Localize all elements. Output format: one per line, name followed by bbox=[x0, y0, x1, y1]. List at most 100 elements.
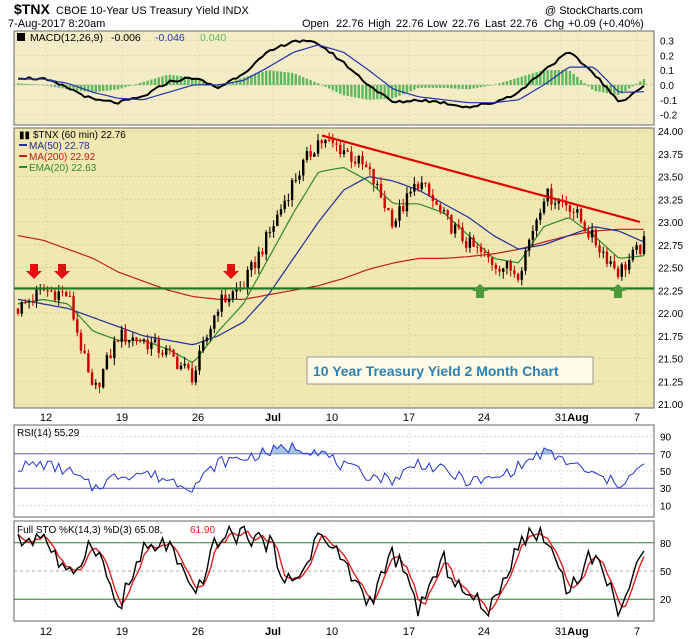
low-label: Low bbox=[427, 18, 447, 30]
candle-body bbox=[220, 294, 223, 312]
macd-hist-bar bbox=[561, 70, 564, 85]
x-tick-label-bottom: 24 bbox=[478, 626, 490, 638]
macd-hist-bar bbox=[494, 84, 498, 85]
macd-hist-bar bbox=[527, 74, 531, 85]
macd-hist-bar bbox=[176, 75, 179, 85]
macd-hist-bar bbox=[461, 84, 464, 89]
macd-hist-bar bbox=[627, 84, 631, 89]
macd-hist-bar bbox=[613, 84, 616, 95]
candle-body bbox=[113, 340, 116, 359]
x-tick-label: 24 bbox=[478, 412, 490, 424]
macd-hist-bar bbox=[76, 84, 79, 91]
candle-body bbox=[576, 209, 579, 213]
macd-hist-bar bbox=[290, 72, 294, 85]
candle-body bbox=[557, 199, 561, 204]
candle-body bbox=[498, 268, 501, 272]
candle-body bbox=[439, 204, 442, 211]
macd-hist-bar bbox=[402, 84, 405, 95]
price-tick-label: 22.50 bbox=[658, 264, 683, 275]
candle-body bbox=[227, 298, 231, 303]
candle-body bbox=[124, 329, 127, 343]
candle-body bbox=[50, 290, 53, 292]
candle-body bbox=[35, 289, 38, 302]
x-tick-label-bottom: 26 bbox=[192, 626, 204, 638]
macd-hist-bar bbox=[253, 74, 257, 85]
candle-body bbox=[246, 269, 249, 289]
candle-body bbox=[583, 222, 586, 232]
candle-body bbox=[198, 350, 201, 371]
macd-hist-bar bbox=[572, 74, 575, 85]
macd-hist-bar bbox=[524, 75, 527, 85]
macd-hist-bar bbox=[309, 80, 312, 85]
candle-body bbox=[416, 183, 420, 190]
macd-hist-bar bbox=[202, 81, 205, 85]
candle-body bbox=[279, 209, 283, 215]
macd-panel: 0.3 0.2 0.1 0.0 -0.1 -0.2 MACD(12,26,9) -0.00… bbox=[13, 30, 678, 126]
x-tick-label-bottom: 10 bbox=[326, 626, 338, 638]
macd-hist-bar bbox=[579, 80, 583, 85]
low-value: 22.76 bbox=[452, 18, 480, 30]
candle-body bbox=[342, 150, 346, 155]
candle-body bbox=[431, 195, 435, 202]
candle-body bbox=[483, 251, 486, 253]
candle-body bbox=[94, 382, 97, 385]
candle-body bbox=[461, 227, 464, 241]
macd-hist-bar bbox=[16, 83, 20, 85]
macd-hist-bar bbox=[609, 84, 612, 94]
candle-body bbox=[587, 231, 590, 238]
macd-hist-bar bbox=[368, 84, 372, 100]
macd-hist-bar bbox=[435, 84, 438, 88]
rsi-tick-label: 50 bbox=[660, 467, 672, 478]
macd-hist-bar bbox=[557, 70, 561, 85]
macd-hist-bar bbox=[327, 84, 331, 89]
candle-body bbox=[57, 291, 60, 301]
macd-hist-bar bbox=[268, 70, 272, 85]
candle-body bbox=[120, 329, 123, 342]
macd-hist-bar bbox=[624, 84, 627, 92]
macd-hist-bar bbox=[631, 84, 635, 87]
x-tick-label: Aug bbox=[567, 412, 588, 424]
candle-body bbox=[527, 239, 531, 251]
macd-hist-bar bbox=[335, 84, 338, 92]
macd-hist-bar bbox=[113, 84, 116, 90]
macd-hist-bar bbox=[361, 84, 364, 99]
candle-body bbox=[31, 301, 35, 303]
macd-hist-bar bbox=[446, 84, 449, 89]
rsi-panel: 90 70 50 30 10 RSI(14) 55.29 bbox=[13, 424, 672, 518]
sto-tick-label: 20 bbox=[660, 595, 672, 606]
open-label: Open bbox=[302, 18, 329, 30]
macd-hist-bar bbox=[287, 72, 290, 85]
candle-body bbox=[257, 251, 260, 269]
macd-hist-bar bbox=[576, 77, 579, 85]
macd-hist-bar bbox=[227, 83, 231, 85]
macd-hist-bar bbox=[261, 71, 264, 85]
x-tick-label: 10 bbox=[326, 412, 338, 424]
candle-body bbox=[346, 150, 349, 152]
macd-hist-bar bbox=[83, 84, 86, 92]
price-tick-label: 21.75 bbox=[658, 332, 683, 343]
candle-body bbox=[313, 153, 316, 157]
candle-body bbox=[357, 155, 360, 164]
candle-body bbox=[76, 319, 79, 333]
macd-hist-bar bbox=[465, 84, 468, 90]
macd-hist-bar bbox=[316, 83, 320, 85]
ma200-line bbox=[17, 228, 644, 300]
candle-body bbox=[550, 188, 553, 205]
macd-hist-bar bbox=[498, 83, 501, 85]
resistance-trendline bbox=[321, 134, 641, 224]
sto-label: Full STO %K(14,3) %D(3) 65.08, bbox=[17, 525, 162, 536]
candle-body bbox=[413, 183, 416, 192]
macd-hist-bar bbox=[616, 84, 620, 96]
macd-signal-line bbox=[18, 44, 645, 104]
candle-body bbox=[405, 193, 409, 212]
ma200-swatch bbox=[19, 155, 27, 157]
rsi-tick-label: 10 bbox=[660, 501, 672, 512]
macd-hist-bar bbox=[602, 84, 605, 93]
last-value: 22.76 bbox=[510, 18, 538, 30]
candle-body bbox=[553, 203, 557, 205]
macd-hist-bar bbox=[539, 71, 542, 85]
macd-hist-bar bbox=[590, 84, 594, 90]
rsi-tick-label: 70 bbox=[660, 450, 672, 461]
candle-body bbox=[24, 301, 27, 303]
macd-hist-bar bbox=[431, 84, 435, 88]
